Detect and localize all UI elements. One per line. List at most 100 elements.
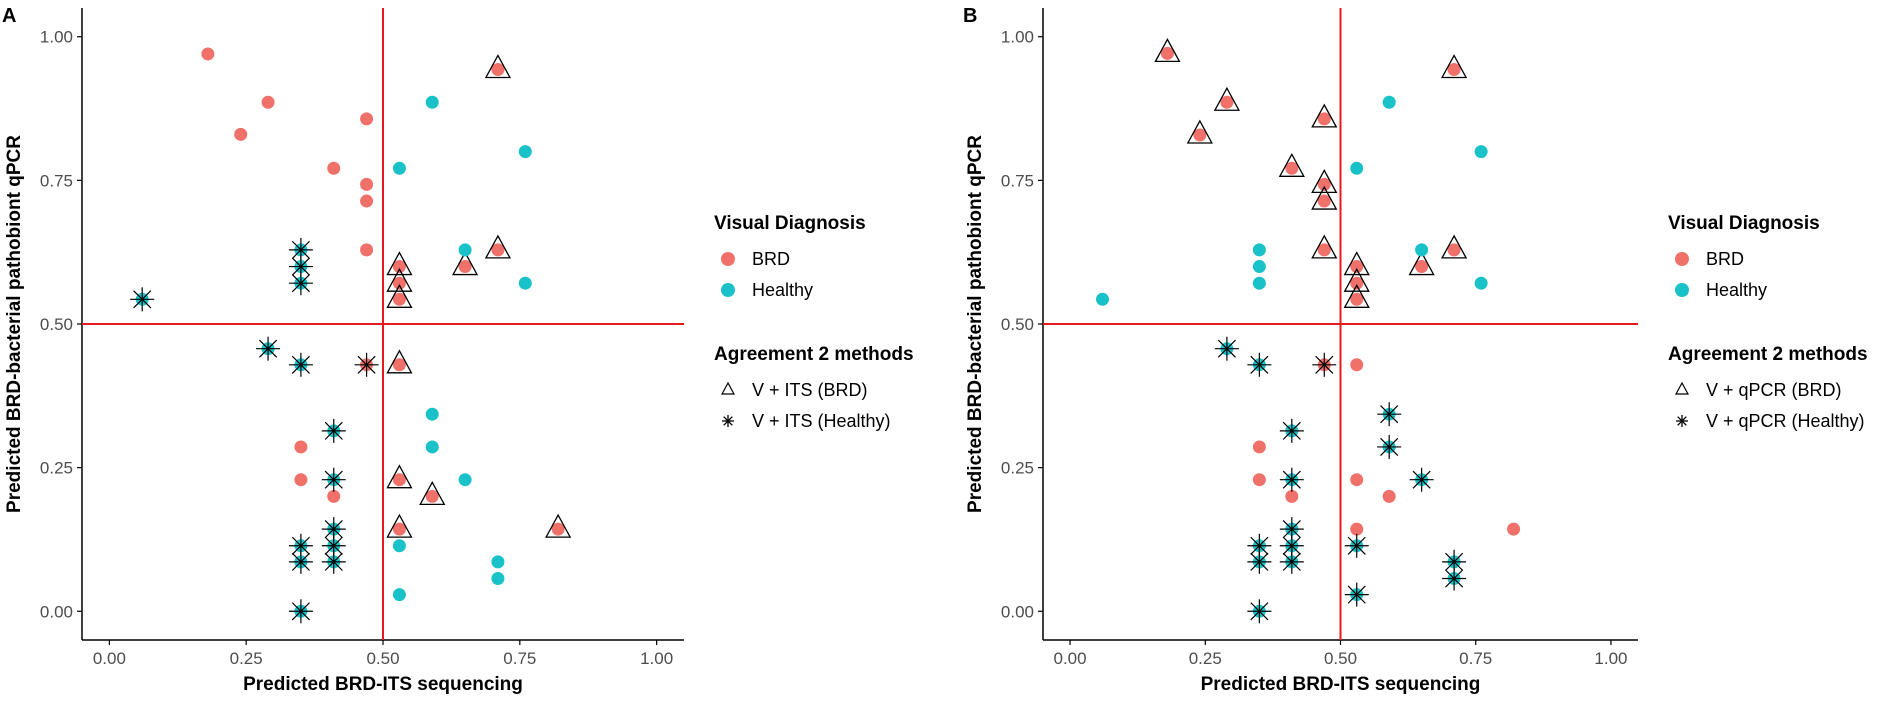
legend-label-agreement-brd: V + ITS (BRD) [752,380,868,400]
y-tick-label: 0.25 [1001,459,1034,478]
data-point-brd [294,473,308,487]
legend-title-visual-diagnosis: Visual Diagnosis [714,213,866,234]
data-point-brd [1382,489,1396,503]
data-point-brd [1317,112,1331,126]
data-point-healthy [491,555,505,569]
agreement-triangle-marker [484,234,512,259]
agreement-asterisk-marker [1377,434,1402,459]
data-point-brd [1317,243,1331,257]
agreement-asterisk-marker [1409,467,1434,492]
data-point-healthy [518,276,532,290]
asterisk-stroke [723,416,733,426]
y-axis-title: Predicted BRD-bacterial pathobiont qPCR [965,135,986,513]
agreement-triangle-marker [386,283,413,308]
data-point-brd [392,260,406,274]
agreement-triangle-marker [451,251,479,276]
asterisk-stroke [1250,602,1269,621]
data-point-brd [1350,473,1364,487]
y-tick-label: 0.00 [1001,602,1034,621]
agreement-asterisk-marker [1279,549,1304,574]
data-point-brd [551,522,565,536]
legend-label-agreement-healthy: V + qPCR (Healthy) [1706,411,1865,431]
agreement-triangle-marker [386,513,413,538]
asterisk-stroke [324,421,343,440]
asterisk-stroke [1250,536,1269,555]
asterisk-stroke [1282,552,1301,571]
legend-key-triangle [720,381,736,395]
data-point-healthy [1252,260,1266,274]
agreement-asterisk-marker [1247,599,1272,624]
data-point-healthy [425,440,439,454]
legend-key-healthy [1675,283,1689,297]
agreement-triangle-marker [1311,103,1338,128]
x-tick-label: 1.00 [1594,649,1627,668]
data-point-brd [1507,522,1521,536]
legend-label-brd: BRD [752,249,790,269]
legend-key-healthy [721,283,735,297]
asterisk-stroke [291,257,310,276]
data-point-healthy [392,539,406,553]
asterisk-stroke [1282,536,1301,555]
data-point-brd [327,489,341,503]
data-point-brd [1193,128,1207,142]
data-point-brd [360,112,374,126]
data-point-brd [1160,46,1174,60]
agreement-triangle-marker [1343,251,1370,276]
agreement-asterisk-marker [1279,533,1304,558]
data-point-brd [392,358,406,372]
legend: Visual Diagnosis BRD Healthy Agreement 2 me… [1668,213,1868,431]
asterisk-stroke [291,602,310,621]
asterisk-stroke [324,536,343,555]
asterisk-stroke [1677,416,1687,426]
legend-label-healthy: Healthy [1706,280,1767,300]
y-tick-label: 0.50 [40,315,73,334]
legend-label-healthy: Healthy [752,280,813,300]
data-point-brd [1220,95,1234,109]
x-axis-title: Predicted BRD-ITS sequencing [1201,674,1481,695]
x-tick-label: 0.75 [503,649,536,668]
x-tick-label: 0.25 [1189,649,1222,668]
y-tick-label: 1.00 [1001,28,1034,47]
legend-title-visual-diagnosis: Visual Diagnosis [1668,213,1820,234]
asterisk-stroke [1380,437,1399,457]
data-point-brd [458,260,472,274]
asterisk-stroke [291,355,310,374]
agreement-triangle-marker [1154,38,1181,63]
agreement-triangle-marker [1186,119,1213,144]
data-point-healthy [458,243,472,257]
agreement-triangle-marker [386,267,413,292]
data-point-brd [201,47,215,61]
agreement-asterisk-marker [1247,352,1272,377]
x-tick-label: 0.25 [230,649,263,668]
agreement-asterisk-marker [288,549,313,574]
agreement-triangle-marker [484,54,512,79]
agreement-asterisk-marker [288,271,313,296]
asterisk-stroke [357,355,376,374]
agreement-triangle-marker [386,464,413,489]
asterisk-stroke [1347,536,1366,555]
data-point-healthy [1415,243,1429,257]
data-point-brd [234,127,248,141]
x-tick-label: 0.50 [1324,649,1357,668]
agreement-asterisk-marker [1377,402,1402,427]
asterisk-stroke [1282,520,1301,539]
data-point-healthy [1474,145,1488,159]
asterisk-stroke [259,339,278,358]
asterisk-stroke [291,274,310,293]
agreement-asterisk-marker [354,352,379,377]
agreement-asterisk-marker [321,549,346,574]
agreement-triangle-marker [1311,234,1338,259]
legend: Visual Diagnosis BRD Healthy Agreement 2 me… [714,213,914,431]
data-point-brd [392,292,406,306]
agreement-triangle-marker [1408,251,1435,276]
y-tick-label: 1.00 [40,28,73,47]
x-tick-label: 1.00 [640,649,673,668]
agreement-triangle-marker [1343,283,1370,308]
asterisk-stroke [1347,585,1366,604]
legend-label-agreement-brd: V + qPCR (BRD) [1706,380,1842,400]
data-point-brd [1447,62,1461,76]
agreement-asterisk-marker [1344,533,1369,558]
agreement-asterisk-marker [1279,467,1304,492]
